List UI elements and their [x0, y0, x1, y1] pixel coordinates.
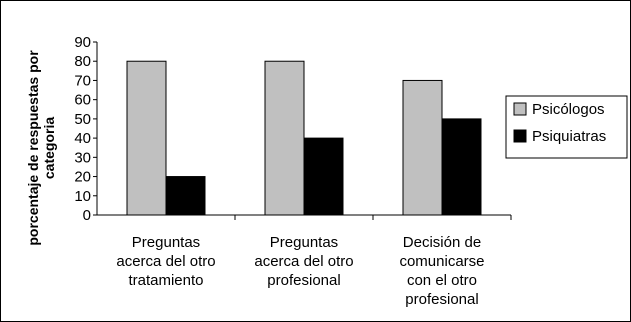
x-category-label-line: con el otro — [407, 272, 477, 289]
y-tick-label: 30 — [74, 149, 91, 166]
x-category-label: Preguntas acerca del otro profesional — [254, 234, 353, 289]
y-tick-label: 40 — [74, 130, 91, 147]
x-category-label-line: Decisión de — [403, 234, 481, 251]
bar-psicologos — [126, 60, 167, 216]
x-category-label-line: Preguntas — [270, 234, 338, 251]
legend-label: Psicólogos — [532, 101, 605, 118]
y-axis-label-group: porcentaje de respuestas por categoria — [25, 50, 57, 246]
y-tick-label: 80 — [74, 53, 91, 70]
x-category-label-line: profesional — [405, 291, 478, 308]
y-tick-label: 0 — [83, 207, 91, 224]
x-category-label: Decisión de comunicarse con el otro profesi… — [399, 234, 484, 308]
x-category-label: Preguntas acerca del otro tratamiento — [116, 234, 215, 289]
x-category-label-line: Preguntas — [132, 234, 200, 251]
bar-psicologos — [264, 60, 305, 216]
bar-psiquiatras — [165, 176, 206, 216]
y-tick-label: 50 — [74, 111, 91, 128]
x-category-label-line: acerca del otro — [254, 253, 353, 270]
y-axis-label-line-1: porcentaje de respuestas por — [25, 50, 41, 246]
x-category-label-line: tratamiento — [128, 272, 203, 289]
legend-label: Psiquiatras — [532, 128, 606, 145]
x-category-label-line: acerca del otro — [116, 253, 215, 270]
y-tick-label: 20 — [74, 169, 91, 186]
plot-area: 0 10 20 30 40 50 60 70 80 90 Preguntas acerca del o… — [74, 34, 512, 308]
bar-psiquiatras — [303, 137, 344, 216]
x-category-label-line: profesional — [267, 272, 340, 289]
legend: Psicólogos Psiquiatras — [505, 95, 628, 159]
y-tick-label: 10 — [74, 188, 91, 205]
legend-swatch — [513, 129, 527, 143]
y-tick-label: 60 — [74, 92, 91, 109]
bar-psiquiatras — [441, 118, 482, 216]
y-axis-label-line-2: categoria — [41, 117, 57, 179]
y-tick-label: 70 — [74, 72, 91, 89]
legend-swatch — [513, 102, 527, 116]
x-category-label-line: comunicarse — [399, 253, 484, 270]
y-tick-label: 90 — [74, 34, 91, 51]
bar-psicologos — [402, 79, 443, 216]
